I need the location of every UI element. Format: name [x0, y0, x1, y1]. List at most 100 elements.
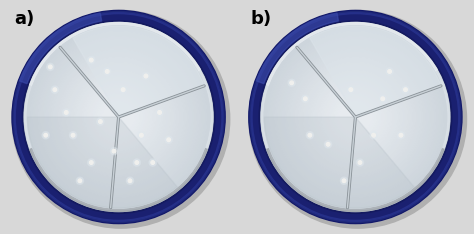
Circle shape: [261, 22, 450, 212]
Text: b): b): [251, 10, 272, 28]
Circle shape: [334, 96, 377, 138]
Circle shape: [33, 31, 204, 203]
Circle shape: [277, 39, 434, 195]
Circle shape: [303, 65, 408, 169]
Circle shape: [46, 44, 191, 190]
Circle shape: [321, 83, 390, 151]
Circle shape: [42, 132, 49, 139]
Circle shape: [90, 88, 148, 146]
Circle shape: [349, 88, 353, 91]
Wedge shape: [310, 26, 441, 117]
Circle shape: [270, 31, 441, 203]
Circle shape: [92, 90, 145, 144]
Circle shape: [251, 13, 460, 221]
Circle shape: [316, 77, 395, 157]
Circle shape: [71, 133, 75, 137]
Circle shape: [142, 72, 150, 80]
Circle shape: [139, 133, 143, 137]
Circle shape: [56, 54, 181, 180]
Circle shape: [264, 26, 447, 208]
Circle shape: [84, 83, 153, 151]
Circle shape: [358, 161, 362, 164]
Circle shape: [370, 132, 377, 139]
Wedge shape: [27, 117, 177, 208]
Circle shape: [259, 21, 452, 213]
Circle shape: [99, 120, 102, 123]
Circle shape: [329, 90, 382, 144]
Circle shape: [306, 132, 313, 139]
Circle shape: [272, 34, 439, 200]
Circle shape: [326, 88, 384, 146]
Circle shape: [337, 98, 374, 136]
Wedge shape: [73, 26, 204, 117]
Circle shape: [290, 52, 421, 182]
Circle shape: [324, 85, 387, 149]
Circle shape: [250, 11, 461, 223]
Circle shape: [331, 93, 379, 141]
Circle shape: [158, 111, 162, 114]
Circle shape: [69, 67, 168, 167]
Circle shape: [90, 161, 93, 164]
Circle shape: [105, 70, 109, 73]
Circle shape: [79, 77, 158, 157]
Circle shape: [95, 93, 143, 141]
Circle shape: [283, 44, 428, 190]
Circle shape: [22, 21, 215, 213]
Circle shape: [25, 23, 213, 211]
Circle shape: [121, 88, 125, 91]
Circle shape: [138, 132, 145, 139]
Circle shape: [97, 118, 104, 125]
Circle shape: [313, 75, 398, 159]
Circle shape: [326, 143, 330, 146]
Circle shape: [319, 80, 392, 154]
Circle shape: [102, 101, 135, 133]
Circle shape: [167, 138, 171, 142]
Circle shape: [51, 86, 58, 93]
Circle shape: [61, 59, 176, 175]
Circle shape: [308, 70, 402, 164]
Circle shape: [30, 29, 207, 205]
Circle shape: [342, 179, 346, 183]
Circle shape: [76, 177, 83, 184]
Circle shape: [58, 57, 179, 177]
Circle shape: [64, 111, 68, 114]
Circle shape: [14, 13, 223, 221]
Circle shape: [66, 65, 171, 169]
Circle shape: [51, 49, 186, 185]
Circle shape: [156, 109, 163, 116]
Circle shape: [144, 74, 148, 78]
Circle shape: [372, 133, 375, 137]
Circle shape: [27, 26, 210, 208]
Circle shape: [90, 58, 93, 62]
Circle shape: [347, 86, 355, 93]
Circle shape: [27, 26, 210, 208]
Circle shape: [74, 72, 163, 162]
Wedge shape: [266, 148, 444, 212]
Circle shape: [151, 161, 155, 164]
Circle shape: [40, 39, 197, 195]
Circle shape: [311, 72, 400, 162]
Wedge shape: [264, 117, 414, 208]
Circle shape: [103, 68, 111, 75]
Circle shape: [87, 85, 150, 149]
Circle shape: [97, 96, 140, 138]
Circle shape: [69, 132, 77, 139]
Circle shape: [43, 41, 194, 193]
Circle shape: [64, 62, 173, 172]
Circle shape: [112, 149, 116, 153]
Circle shape: [13, 11, 224, 223]
Circle shape: [264, 26, 447, 208]
Circle shape: [17, 15, 220, 219]
Circle shape: [388, 70, 392, 73]
Circle shape: [404, 88, 407, 91]
Circle shape: [301, 62, 410, 172]
Circle shape: [12, 11, 225, 223]
Circle shape: [397, 132, 405, 139]
Circle shape: [267, 29, 444, 205]
Circle shape: [285, 47, 426, 187]
Circle shape: [88, 56, 95, 64]
Circle shape: [303, 97, 307, 101]
Circle shape: [35, 34, 202, 200]
Circle shape: [261, 23, 449, 211]
Circle shape: [295, 57, 416, 177]
